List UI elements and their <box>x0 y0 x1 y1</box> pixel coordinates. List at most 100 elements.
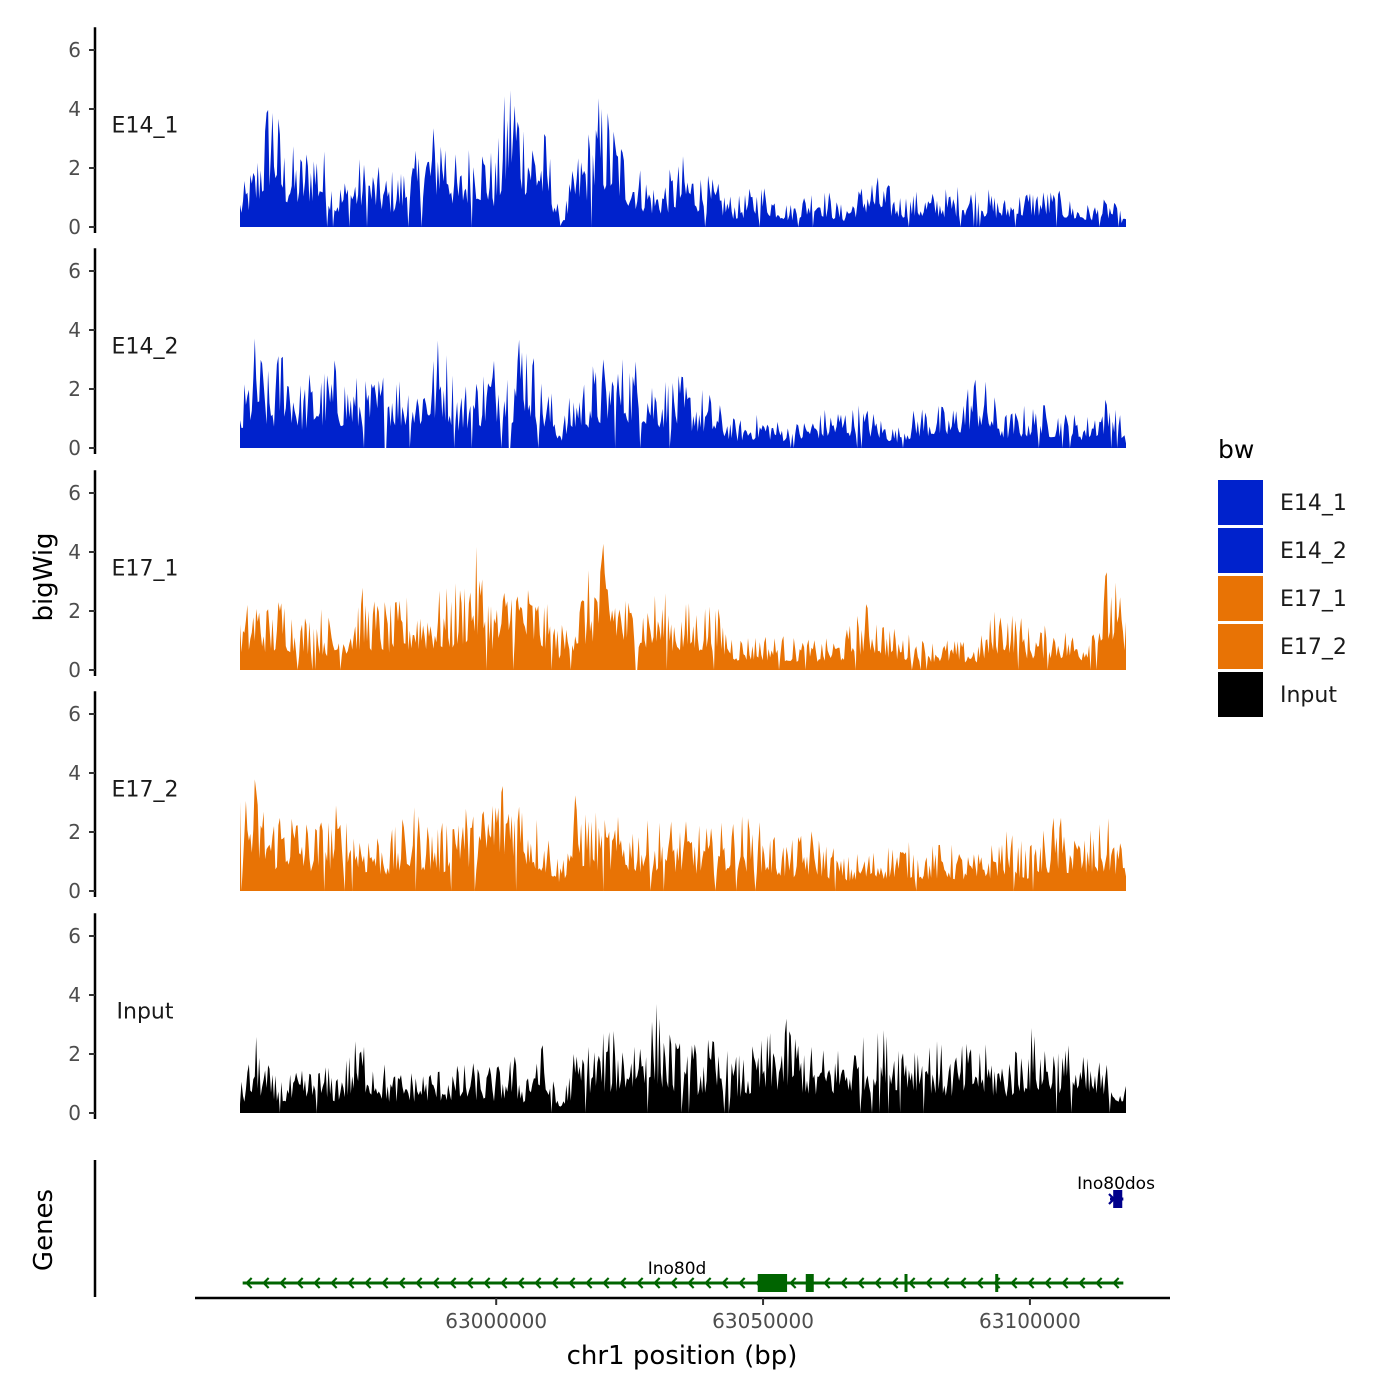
gene-Ino80dos: Ino80dos <box>1077 1174 1155 1208</box>
strand-chevron <box>823 1277 831 1289</box>
y-tick-label: 4 <box>68 761 81 785</box>
strand-chevron <box>330 1277 338 1289</box>
y-tick-label: 6 <box>68 702 81 726</box>
gene-label: Ino80d <box>648 1259 707 1279</box>
y-tick-label: 2 <box>68 1042 81 1066</box>
strand-chevron <box>1095 1277 1103 1289</box>
strand-chevron <box>551 1277 559 1289</box>
strand-chevron <box>364 1277 372 1289</box>
y-tick-label: 4 <box>68 983 81 1007</box>
gene-track: Ino80d Ino80dos <box>93 1160 1155 1297</box>
gene-exon <box>805 1274 814 1292</box>
y-tick-label: 2 <box>68 156 81 180</box>
x-axis-title: chr1 position (bp) <box>567 1341 798 1371</box>
strand-chevron <box>704 1277 712 1289</box>
strand-chevron <box>738 1277 746 1289</box>
strand-chevron <box>279 1277 287 1289</box>
y-tick-label: 6 <box>68 481 81 505</box>
gene-exon <box>904 1274 908 1292</box>
strand-chevron <box>1061 1277 1069 1289</box>
coverage-area <box>240 90 1126 227</box>
strand-chevron <box>602 1277 610 1289</box>
y-tick-label: 6 <box>68 924 81 948</box>
coverage-area <box>240 1004 1126 1113</box>
legend-swatch <box>1218 672 1263 717</box>
gene-exon <box>995 1274 999 1292</box>
x-tick-label: 63050000 <box>712 1309 814 1333</box>
strand-chevron <box>959 1277 967 1289</box>
strand-chevron <box>653 1277 661 1289</box>
x-tick-label: 63000000 <box>445 1309 547 1333</box>
strand-chevron <box>296 1277 304 1289</box>
panel-label: Input <box>117 1000 174 1025</box>
gene-Ino80d: Ino80d <box>242 1259 1124 1292</box>
strand-chevron <box>415 1277 423 1289</box>
y-tick-label: 2 <box>68 599 81 623</box>
y-tick-label: 6 <box>68 38 81 62</box>
strand-chevron <box>976 1277 984 1289</box>
strand-chevron <box>381 1277 389 1289</box>
x-axis: 63000000 63050000 63100000 <box>195 1296 1170 1333</box>
strand-chevron <box>568 1277 576 1289</box>
y-tick-label: 2 <box>68 377 81 401</box>
coverage-area <box>240 338 1126 448</box>
track-Input: 0 2 4 6 Input <box>68 913 1126 1125</box>
y-tick-label: 0 <box>68 436 81 460</box>
coverage-area <box>240 543 1126 670</box>
gene-label: Ino80dos <box>1077 1174 1155 1194</box>
strand-chevron <box>1112 1277 1120 1289</box>
track-E14_1: 0 2 4 6 E14_1 <box>68 27 1126 239</box>
strand-chevron <box>636 1277 644 1289</box>
strand-chevron <box>398 1277 406 1289</box>
strand-chevron <box>721 1277 729 1289</box>
strand-chevron <box>483 1277 491 1289</box>
strand-chevron <box>925 1277 933 1289</box>
legend-label: E14_2 <box>1280 539 1347 564</box>
panel-label: E14_2 <box>112 335 179 360</box>
track-E17_1: 0 2 4 6 E17_1 <box>68 470 1126 682</box>
strand-chevron <box>517 1277 525 1289</box>
strand-chevron <box>1010 1277 1018 1289</box>
legend-label: Input <box>1280 683 1337 708</box>
strand-chevron <box>262 1277 270 1289</box>
strand-chevron <box>670 1277 678 1289</box>
x-tick-label: 63100000 <box>979 1309 1081 1333</box>
legend-swatch <box>1218 528 1263 573</box>
strand-chevron <box>449 1277 457 1289</box>
legend-swatch <box>1218 624 1263 669</box>
strand-chevron <box>891 1277 899 1289</box>
gene-exon <box>1113 1190 1123 1208</box>
strand-chevron <box>432 1277 440 1289</box>
y-tick-label: 0 <box>68 1101 81 1125</box>
track-E17_2: 0 2 4 6 E17_2 <box>68 691 1126 903</box>
strand-chevron <box>908 1277 916 1289</box>
legend-title: bw <box>1218 435 1254 464</box>
signal-tracks: 0 2 4 6 E14_1 0 2 4 6 E14_2 0 2 4 6 E17_1 0 2 4 6 E17_2 0 2 4 6… <box>68 27 1126 1125</box>
y-tick-label: 0 <box>68 215 81 239</box>
strand-chevron <box>687 1277 695 1289</box>
y-tick-label: 4 <box>68 318 81 342</box>
panel-label: E14_1 <box>112 114 179 139</box>
legend-swatch <box>1218 576 1263 621</box>
strand-chevron <box>942 1277 950 1289</box>
legend-label: E14_1 <box>1280 491 1347 516</box>
strand-chevron <box>466 1277 474 1289</box>
strand-chevron <box>789 1277 797 1289</box>
strand-chevron <box>840 1277 848 1289</box>
panel-label: E17_2 <box>112 778 179 803</box>
coverage-area <box>240 779 1126 891</box>
strand-chevron <box>1044 1277 1052 1289</box>
legend: bw E14_1 E14_2 E17_1 E17_2 Input <box>1218 435 1347 717</box>
y-tick-label: 2 <box>68 820 81 844</box>
strand-chevron <box>313 1277 321 1289</box>
legend-swatch <box>1218 480 1263 525</box>
legend-label: E17_2 <box>1280 635 1347 660</box>
strand-chevron <box>585 1277 593 1289</box>
legend-label: E17_1 <box>1280 587 1347 612</box>
y-tick-label: 0 <box>68 658 81 682</box>
strand-chevron <box>500 1277 508 1289</box>
y-tick-label: 4 <box>68 97 81 121</box>
y-tick-label: 0 <box>68 879 81 903</box>
gene-exon <box>757 1274 788 1292</box>
panel-label: E17_1 <box>112 557 179 582</box>
